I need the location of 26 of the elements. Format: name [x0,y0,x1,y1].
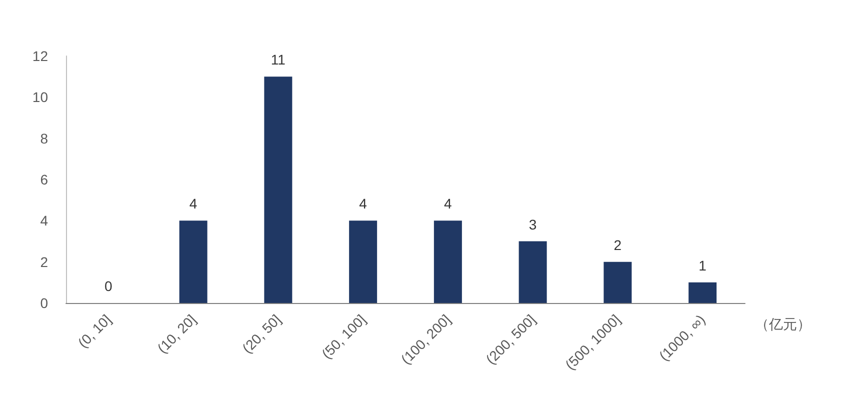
data-label: 1 [698,257,707,274]
data-label: 11 [270,52,286,68]
data-label: 4 [189,196,198,212]
data-label: 3 [528,216,537,232]
x-tick-label: (20, 50] [238,311,284,356]
data-label: 0 [104,278,113,294]
bar [264,76,292,303]
y-tick-label: 10 [32,89,48,106]
data-label: 2 [614,236,622,253]
bar [349,220,378,303]
bar [179,220,208,303]
bar [434,220,462,303]
x-axis-title: （亿元） [755,316,811,332]
y-tick-label: 0 [40,295,48,311]
y-tick-label: 2 [40,254,48,270]
data-label: 4 [359,196,368,212]
y-tick-label: 4 [40,212,48,229]
bar [518,241,547,303]
x-tick-label: (10, 20] [154,311,199,356]
y-tick-label: 6 [40,172,48,188]
data-label: 4 [444,196,452,212]
y-tick-label: 8 [40,130,48,146]
bar [688,282,717,303]
y-tick-label: 12 [32,48,48,64]
x-tick-label: (0, 10] [74,311,114,351]
bar [604,262,632,303]
